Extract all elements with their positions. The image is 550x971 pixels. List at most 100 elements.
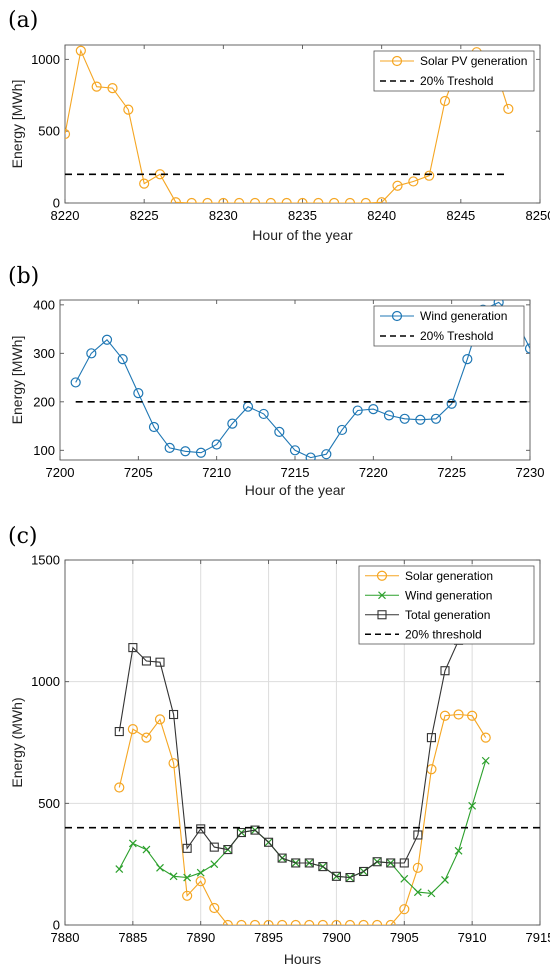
data-point-wind-generation [481, 756, 490, 765]
data-point-total-generation [264, 837, 274, 847]
data-point-total-generation [291, 858, 301, 868]
data-point-solar-pv-generation [123, 104, 134, 115]
data-point-solar-generation [480, 732, 491, 743]
data-point-solar-generation [154, 714, 166, 725]
data-point-solar-pv-generation [186, 197, 197, 203]
y-tick-label: 1000 [31, 674, 60, 689]
data-point-solar-generation [439, 710, 451, 721]
data-point-wind-generation [169, 872, 178, 881]
data-point-total-generation [169, 709, 179, 720]
data-point-wind-generation [195, 447, 207, 458]
legend-label-20-treshold: 20% Treshold [420, 74, 493, 88]
x-tick-label: 8230 [209, 208, 238, 223]
data-point-wind-generation [196, 868, 205, 877]
data-point-total-generation [128, 643, 138, 653]
data-point-solar-generation [399, 904, 410, 915]
chart-panel-b: (b) 7200 7205 7210 7215 7220 7225 7230 100 200 300… [8, 264, 544, 498]
data-point-wind-generation [413, 888, 422, 897]
x-tick-label: 7210 [202, 465, 231, 480]
data-point-solar-pv-generation [265, 197, 276, 203]
data-point-wind-generation [305, 452, 316, 460]
data-point-total-generation [304, 858, 314, 868]
series-line-total-generation [118, 573, 487, 879]
data-point-solar-generation [209, 902, 220, 914]
data-point-wind-generation [321, 449, 332, 460]
data-point-solar-pv-generation [65, 128, 71, 140]
data-point-wind-generation [368, 403, 379, 415]
data-point-total-generation [345, 872, 355, 883]
legend: Solar generation Wind generation Total gen… [358, 565, 535, 645]
data-point-total-generation [399, 858, 409, 868]
data-point-solar-generation [372, 919, 383, 925]
y-tick-label: 300 [33, 346, 55, 361]
data-point-wind-generation [274, 426, 285, 437]
data-point-wind-generation [227, 418, 238, 429]
data-point-wind-generation [210, 860, 219, 869]
x-axis-title: Hour of the year [252, 227, 353, 243]
data-point-wind-generation [446, 398, 457, 409]
y-axis-title: Energy [MWh] [9, 80, 25, 169]
legend-label-20-treshold: 20% Treshold [420, 329, 493, 343]
data-point-wind-generation [148, 421, 160, 433]
y-tick-label: 0 [53, 196, 60, 211]
data-point-wind-generation [101, 334, 113, 345]
x-tick-label: 7890 [186, 930, 215, 945]
x-tick-label: 7905 [390, 930, 419, 945]
data-point-total-generation [413, 830, 423, 840]
data-point-wind-generation [289, 445, 301, 456]
data-point-solar-pv-generation [139, 178, 150, 189]
data-point-wind-generation [258, 408, 269, 420]
x-tick-label: 7915 [526, 930, 550, 945]
data-point-solar-pv-generation [360, 197, 371, 203]
x-tick-label: 8220 [51, 208, 80, 223]
data-point-solar-generation [127, 724, 138, 735]
data-point-wind-generation [70, 377, 81, 388]
data-point-wind-generation [430, 413, 442, 424]
data-point-total-generation [440, 666, 450, 676]
data-point-solar-generation [331, 919, 342, 925]
data-point-wind-generation [383, 410, 395, 421]
data-point-wind-generation [399, 413, 410, 424]
legend-box [373, 305, 525, 347]
data-point-solar-pv-generation [218, 197, 229, 203]
series-line-solar-generation [118, 713, 487, 925]
data-point-solar-generation [114, 782, 125, 793]
panel-label: (b) [8, 264, 39, 289]
data-point-solar-generation [467, 710, 478, 721]
data-point-solar-generation [141, 732, 152, 743]
legend-label-wind-generation: Wind generation [405, 588, 492, 602]
x-tick-label: 7200 [46, 465, 75, 480]
data-point-solar-pv-generation [344, 197, 356, 203]
data-point-solar-generation [222, 919, 233, 925]
data-point-solar-generation [263, 919, 274, 925]
data-point-wind-generation [156, 863, 164, 872]
legend-label-wind-generation: Wind generation [420, 309, 507, 323]
data-point-wind-generation [352, 405, 363, 416]
data-point-solar-generation [195, 876, 206, 887]
x-tick-label: 7230 [516, 465, 545, 480]
legend-marker-solar-pv-generation [391, 55, 403, 67]
data-point-solar-generation [344, 919, 356, 925]
x-tick-label: 8245 [446, 208, 475, 223]
legend-marker-wind-generation [378, 591, 386, 600]
data-point-solar-generation [358, 919, 369, 925]
data-point-solar-pv-generation [202, 197, 213, 203]
data-point-solar-generation [317, 919, 328, 925]
data-point-total-generation [318, 862, 328, 872]
series-group [70, 300, 530, 460]
y-tick-label: 0 [53, 918, 60, 933]
y-tick-label: 100 [33, 443, 55, 458]
x-tick-label: 7220 [359, 465, 388, 480]
legend-label-solar-generation: Solar generation [405, 569, 493, 583]
y-tick-label: 200 [33, 394, 55, 409]
data-point-solar-generation [290, 919, 301, 925]
x-axis-title: Hours [284, 951, 321, 967]
x-tick-label: 7205 [124, 465, 153, 480]
data-point-solar-pv-generation [249, 197, 261, 203]
data-point-total-generation [372, 857, 382, 867]
data-point-total-generation [141, 656, 151, 666]
panel-label: (a) [8, 8, 38, 33]
data-point-wind-generation [400, 874, 409, 883]
data-point-wind-generation [117, 354, 128, 365]
